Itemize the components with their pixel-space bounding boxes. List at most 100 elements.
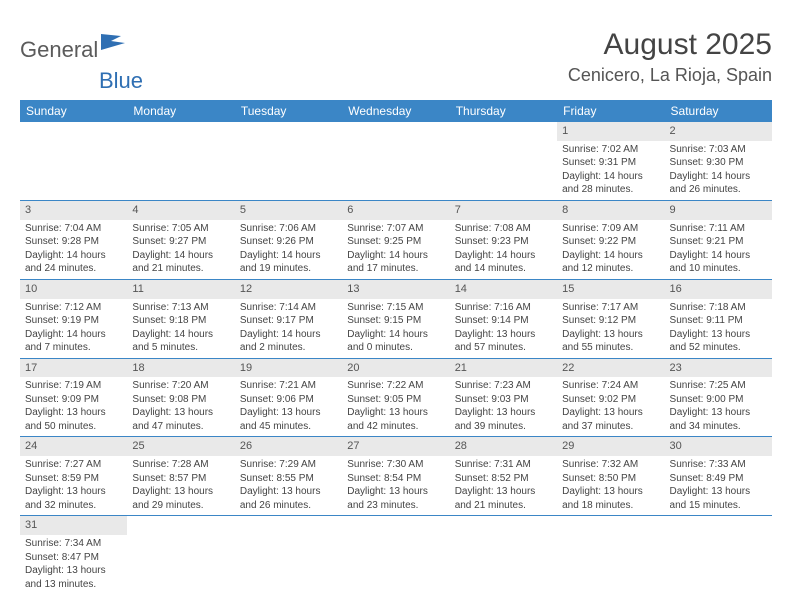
- day-line: and 15 minutes.: [670, 499, 767, 513]
- day-line: Sunset: 9:30 PM: [670, 156, 767, 170]
- day-number: 2: [665, 122, 772, 141]
- day-line: Sunrise: 7:07 AM: [347, 222, 444, 236]
- day-number: 9: [665, 201, 772, 220]
- day-line: Sunrise: 7:21 AM: [240, 379, 337, 393]
- day-line: Sunrise: 7:09 AM: [562, 222, 659, 236]
- day-line: Sunset: 8:59 PM: [25, 472, 122, 486]
- day-line: and 47 minutes.: [132, 420, 229, 434]
- day-number: 1: [557, 122, 664, 141]
- day-line: and 57 minutes.: [455, 341, 552, 355]
- day-number: 20: [342, 359, 449, 378]
- day-line: Daylight: 13 hours: [670, 328, 767, 342]
- day-line: Sunrise: 7:25 AM: [670, 379, 767, 393]
- calendar-cell: 7Sunrise: 7:08 AMSunset: 9:23 PMDaylight…: [450, 200, 557, 279]
- calendar-cell: [342, 516, 449, 594]
- calendar-cell: [342, 122, 449, 200]
- day-line: Sunset: 9:18 PM: [132, 314, 229, 328]
- day-details: Sunrise: 7:16 AMSunset: 9:14 PMDaylight:…: [450, 299, 557, 358]
- day-details: Sunrise: 7:05 AMSunset: 9:27 PMDaylight:…: [127, 220, 234, 279]
- weekday-header: Monday: [127, 100, 234, 122]
- calendar-cell: 31Sunrise: 7:34 AMSunset: 8:47 PMDayligh…: [20, 516, 127, 594]
- day-line: Daylight: 13 hours: [132, 485, 229, 499]
- calendar-cell: [127, 516, 234, 594]
- calendar-cell: 22Sunrise: 7:24 AMSunset: 9:02 PMDayligh…: [557, 358, 664, 437]
- day-details: Sunrise: 7:07 AMSunset: 9:25 PMDaylight:…: [342, 220, 449, 279]
- day-line: Sunset: 8:52 PM: [455, 472, 552, 486]
- day-line: Sunset: 9:00 PM: [670, 393, 767, 407]
- day-line: Sunrise: 7:30 AM: [347, 458, 444, 472]
- location: Cenicero, La Rioja, Spain: [568, 65, 772, 86]
- day-line: Daylight: 13 hours: [562, 406, 659, 420]
- day-line: Sunrise: 7:05 AM: [132, 222, 229, 236]
- day-line: Sunset: 9:31 PM: [562, 156, 659, 170]
- day-line: Daylight: 14 hours: [670, 170, 767, 184]
- day-line: Daylight: 13 hours: [25, 406, 122, 420]
- day-line: Sunset: 9:26 PM: [240, 235, 337, 249]
- day-line: and 17 minutes.: [347, 262, 444, 276]
- day-details: Sunrise: 7:31 AMSunset: 8:52 PMDaylight:…: [450, 456, 557, 515]
- day-number: 24: [20, 437, 127, 456]
- day-line: Sunset: 9:09 PM: [25, 393, 122, 407]
- day-line: Sunset: 9:15 PM: [347, 314, 444, 328]
- day-details: Sunrise: 7:06 AMSunset: 9:26 PMDaylight:…: [235, 220, 342, 279]
- day-line: Daylight: 13 hours: [132, 406, 229, 420]
- calendar-cell: 3Sunrise: 7:04 AMSunset: 9:28 PMDaylight…: [20, 200, 127, 279]
- calendar-cell: 23Sunrise: 7:25 AMSunset: 9:00 PMDayligh…: [665, 358, 772, 437]
- calendar-cell: 12Sunrise: 7:14 AMSunset: 9:17 PMDayligh…: [235, 279, 342, 358]
- day-line: Sunset: 9:21 PM: [670, 235, 767, 249]
- day-line: Daylight: 14 hours: [562, 170, 659, 184]
- day-line: and 55 minutes.: [562, 341, 659, 355]
- day-line: Sunrise: 7:31 AM: [455, 458, 552, 472]
- calendar-cell: 6Sunrise: 7:07 AMSunset: 9:25 PMDaylight…: [342, 200, 449, 279]
- day-line: and 50 minutes.: [25, 420, 122, 434]
- day-details: Sunrise: 7:15 AMSunset: 9:15 PMDaylight:…: [342, 299, 449, 358]
- day-details: Sunrise: 7:17 AMSunset: 9:12 PMDaylight:…: [557, 299, 664, 358]
- day-line: and 10 minutes.: [670, 262, 767, 276]
- day-line: Sunrise: 7:03 AM: [670, 143, 767, 157]
- day-line: and 21 minutes.: [455, 499, 552, 513]
- calendar-cell: 8Sunrise: 7:09 AMSunset: 9:22 PMDaylight…: [557, 200, 664, 279]
- day-line: Sunrise: 7:02 AM: [562, 143, 659, 157]
- day-line: Sunrise: 7:11 AM: [670, 222, 767, 236]
- day-line: and 52 minutes.: [670, 341, 767, 355]
- day-line: and 37 minutes.: [562, 420, 659, 434]
- day-line: Daylight: 14 hours: [25, 328, 122, 342]
- day-details: Sunrise: 7:08 AMSunset: 9:23 PMDaylight:…: [450, 220, 557, 279]
- calendar-cell: 9 Sunrise: 7:11 AMSunset: 9:21 PMDaylight…: [665, 200, 772, 279]
- day-number: 25: [127, 437, 234, 456]
- day-line: and 19 minutes.: [240, 262, 337, 276]
- day-details: Sunrise: 7:13 AMSunset: 9:18 PMDaylight:…: [127, 299, 234, 358]
- calendar-cell: [665, 516, 772, 594]
- day-line: Sunset: 9:28 PM: [25, 235, 122, 249]
- day-number: 28: [450, 437, 557, 456]
- day-line: and 5 minutes.: [132, 341, 229, 355]
- day-number: 31: [20, 516, 127, 535]
- day-line: Sunrise: 7:27 AM: [25, 458, 122, 472]
- day-line: Sunset: 8:55 PM: [240, 472, 337, 486]
- calendar-cell: 21Sunrise: 7:23 AMSunset: 9:03 PMDayligh…: [450, 358, 557, 437]
- logo-text-general: General: [20, 37, 98, 63]
- day-line: Sunset: 8:49 PM: [670, 472, 767, 486]
- day-number: 27: [342, 437, 449, 456]
- day-number: 4: [127, 201, 234, 220]
- day-number: 6: [342, 201, 449, 220]
- day-line: and 7 minutes.: [25, 341, 122, 355]
- day-number: 3: [20, 201, 127, 220]
- day-line: Daylight: 14 hours: [562, 249, 659, 263]
- day-line: Sunset: 9:14 PM: [455, 314, 552, 328]
- day-line: Sunset: 9:02 PM: [562, 393, 659, 407]
- day-line: Sunset: 9:25 PM: [347, 235, 444, 249]
- calendar-cell: 26Sunrise: 7:29 AMSunset: 8:55 PMDayligh…: [235, 437, 342, 516]
- day-line: and 12 minutes.: [562, 262, 659, 276]
- day-details: Sunrise: 7:19 AMSunset: 9:09 PMDaylight:…: [20, 377, 127, 436]
- calendar-cell: [557, 516, 664, 594]
- day-line: Daylight: 13 hours: [670, 406, 767, 420]
- calendar-cell: 30Sunrise: 7:33 AMSunset: 8:49 PMDayligh…: [665, 437, 772, 516]
- calendar-cell: 1 Sunrise: 7:02 AMSunset: 9:31 PMDaylight…: [557, 122, 664, 200]
- calendar-cell: [235, 516, 342, 594]
- calendar-cell: 25Sunrise: 7:28 AMSunset: 8:57 PMDayligh…: [127, 437, 234, 516]
- day-line: Daylight: 13 hours: [455, 328, 552, 342]
- day-line: Daylight: 13 hours: [455, 485, 552, 499]
- calendar-cell: 24Sunrise: 7:27 AMSunset: 8:59 PMDayligh…: [20, 437, 127, 516]
- day-line: Daylight: 14 hours: [670, 249, 767, 263]
